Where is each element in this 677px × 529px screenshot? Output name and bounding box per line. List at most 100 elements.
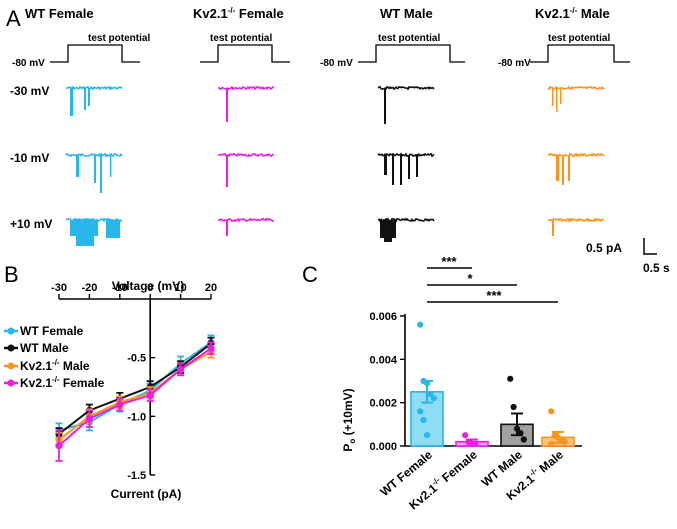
holding-potential-label: -80 mV bbox=[12, 58, 45, 69]
channel-opening bbox=[556, 155, 559, 181]
holding-potential-label: -80 mV bbox=[498, 58, 531, 69]
test-potential-label: test potential bbox=[548, 33, 610, 44]
panel-a-letter: A bbox=[6, 6, 21, 31]
data-point bbox=[561, 438, 568, 445]
bar-y-tick-label: 0.000 bbox=[369, 441, 397, 453]
test-potential-label: test potential bbox=[378, 33, 440, 44]
current-trace bbox=[66, 85, 123, 91]
channel-opening bbox=[76, 220, 94, 246]
row-label-minus10: -10 mV bbox=[10, 151, 49, 165]
iv-series-line bbox=[58, 347, 212, 447]
channel-opening bbox=[100, 155, 102, 193]
bar-axes: 0.000 0.002 0.004 0.006 bbox=[369, 311, 582, 453]
data-point bbox=[548, 408, 555, 415]
iv-ylabel: Current (pA) bbox=[111, 487, 182, 501]
iv-point bbox=[146, 391, 154, 399]
iv-axes: -30 -20 -10 0 10 20 -0.5 -1.0 -1.5 bbox=[51, 282, 217, 482]
protocol-kv21-male: test potential -80 mV bbox=[498, 33, 630, 69]
svg-text:Kv2.1-/- Female: Kv2.1-/- Female bbox=[20, 375, 105, 390]
iv-series-line bbox=[58, 342, 212, 435]
current-trace bbox=[377, 152, 435, 158]
scale-bar-time: 0.5 s bbox=[643, 261, 670, 275]
iv-point bbox=[55, 442, 63, 450]
row-label-plus10: +10 mV bbox=[10, 217, 52, 231]
data-point bbox=[427, 390, 434, 398]
bar-y-tick-label: 0.002 bbox=[369, 398, 397, 410]
scale-bar: 0.5 pA 0.5 s bbox=[586, 238, 670, 275]
column-title-wt-male: WT Male bbox=[380, 6, 433, 21]
current-trace bbox=[65, 152, 123, 158]
iv-point bbox=[85, 415, 93, 423]
data-point bbox=[420, 416, 427, 424]
channel-opening bbox=[84, 88, 86, 110]
iv-series-group bbox=[55, 341, 215, 462]
data-point bbox=[417, 408, 424, 415]
column-title-kv21-female: Kv2.1-/- Female bbox=[193, 6, 284, 21]
data-point bbox=[423, 432, 431, 439]
svg-text:WT Male: WT Male bbox=[20, 341, 69, 355]
iv-y-tick-label: -1.5 bbox=[127, 470, 146, 482]
iv-point bbox=[116, 401, 124, 409]
significance-label: *** bbox=[486, 288, 502, 303]
bar-group: WT Male bbox=[479, 375, 534, 490]
data-point bbox=[517, 429, 524, 437]
iv-x-tick-label: -30 bbox=[51, 282, 67, 294]
iv-y-tick-label: -1.0 bbox=[127, 411, 146, 423]
iv-xlabel: Voltage (mV) bbox=[112, 279, 184, 293]
scale-bar-current: 0.5 pA bbox=[586, 241, 622, 255]
protocol-kv21-female: test potential bbox=[200, 33, 290, 63]
data-point bbox=[417, 321, 424, 328]
channel-opening bbox=[384, 155, 387, 175]
iv-x-tick-label: -10 bbox=[112, 282, 128, 294]
channel-opening bbox=[400, 155, 402, 185]
significance-label: * bbox=[467, 271, 473, 286]
channel-opening bbox=[562, 155, 564, 185]
data-point bbox=[472, 440, 479, 447]
data-point bbox=[462, 432, 469, 439]
po-ylabel: Po (+10mV) bbox=[341, 388, 357, 451]
channel-opening bbox=[552, 220, 554, 236]
bar-y-tick-label: 0.006 bbox=[369, 311, 397, 323]
iv-x-tick-label: -20 bbox=[81, 282, 97, 294]
row-label-minus30: -30 mV bbox=[10, 84, 49, 98]
current-trace bbox=[218, 152, 274, 158]
test-potential-label: test potential bbox=[210, 33, 272, 44]
current-trace bbox=[377, 217, 435, 223]
data-point bbox=[548, 440, 555, 447]
data-point bbox=[510, 403, 517, 411]
data-point bbox=[430, 395, 437, 402]
iv-series bbox=[55, 334, 215, 462]
legend-item-wt-female: WT Female bbox=[4, 324, 84, 338]
single-channel-traces bbox=[65, 85, 605, 246]
significance-label: *** bbox=[441, 254, 457, 269]
iv-x-tick-label: 0 bbox=[147, 282, 153, 294]
significance-brackets: *** * *** bbox=[427, 254, 558, 303]
current-trace bbox=[377, 85, 435, 91]
channel-opening bbox=[88, 88, 90, 106]
data-point bbox=[423, 380, 431, 387]
legend-item-kv21-male: Kv2.1-/- Male bbox=[4, 358, 90, 373]
channel-opening bbox=[392, 155, 394, 185]
iv-point bbox=[207, 344, 215, 352]
test-potential-label: test potential bbox=[88, 33, 150, 44]
iv-x-tick-label: 10 bbox=[174, 282, 186, 294]
channel-opening bbox=[560, 88, 562, 104]
svg-text:WT Female: WT Female bbox=[20, 324, 84, 338]
data-point bbox=[507, 375, 514, 382]
iv-point bbox=[177, 365, 185, 373]
column-title-wt-female: WT Female bbox=[25, 6, 94, 21]
channel-opening bbox=[110, 155, 112, 177]
channel-opening bbox=[416, 155, 418, 177]
iv-legend: WT Female WT Male Kv2.1-/- Male Kv2.1-/-… bbox=[4, 324, 105, 390]
channel-opening bbox=[384, 220, 392, 242]
channel-opening bbox=[70, 88, 73, 116]
current-trace bbox=[547, 85, 605, 91]
bar-group: WT Female bbox=[377, 321, 444, 499]
channel-opening bbox=[226, 155, 228, 187]
channel-opening bbox=[76, 155, 79, 177]
channel-opening bbox=[94, 155, 96, 183]
iv-x-tick-label: 20 bbox=[205, 282, 217, 294]
